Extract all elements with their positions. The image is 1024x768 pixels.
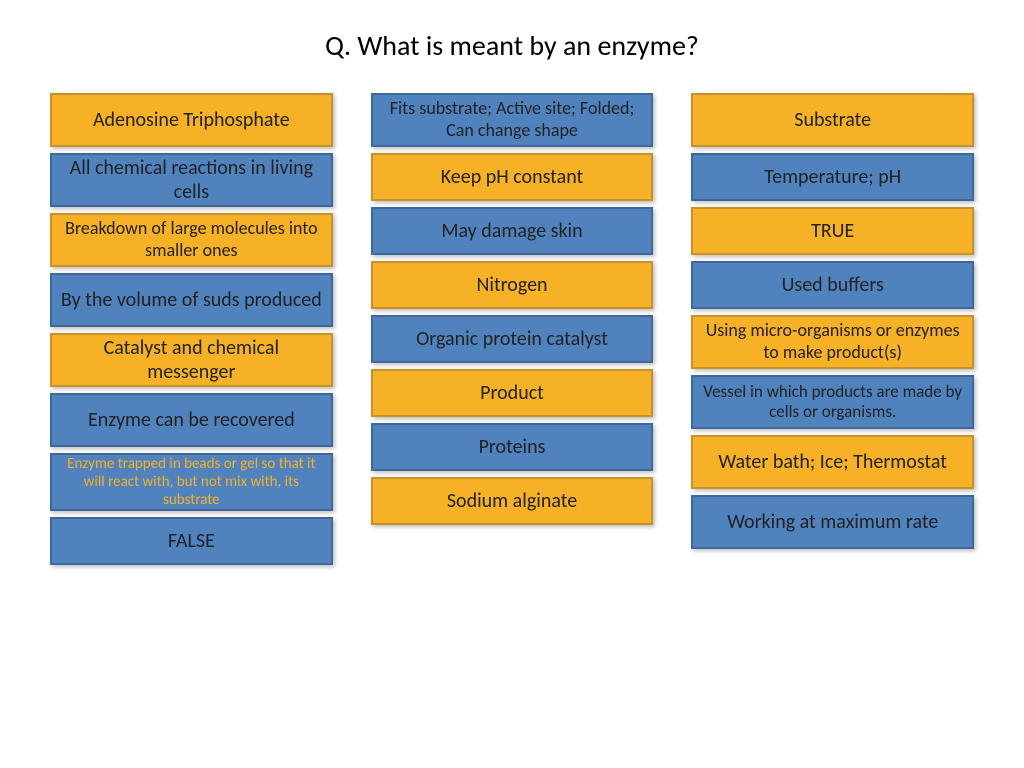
answer-card[interactable]: By the volume of suds produced xyxy=(50,273,333,327)
answer-card[interactable]: Fits substrate; Active site; Folded; Can… xyxy=(371,93,654,147)
answer-card[interactable]: Keep pH constant xyxy=(371,153,654,201)
answer-card[interactable]: Organic protein catalyst xyxy=(371,315,654,363)
column-0: Adenosine Triphosphate All chemical react… xyxy=(50,93,333,565)
answer-card-label: Used buffers xyxy=(782,273,884,297)
answer-card[interactable]: All chemical reactions in living cells xyxy=(50,153,333,207)
answer-card[interactable]: May damage skin xyxy=(371,207,654,255)
answer-card[interactable]: Used buffers xyxy=(691,261,974,309)
answer-card[interactable]: Temperature; pH xyxy=(691,153,974,201)
answer-card[interactable]: Enzyme can be recovered xyxy=(50,393,333,447)
answer-card-label: Catalyst and chemical messenger xyxy=(60,336,323,384)
answer-card-label: Sodium alginate xyxy=(447,489,577,513)
answer-card[interactable]: Adenosine Triphosphate xyxy=(50,93,333,147)
answer-card[interactable]: Using micro-organisms or enzymes to make… xyxy=(691,315,974,369)
answer-card[interactable]: Substrate xyxy=(691,93,974,147)
answer-card[interactable]: Water bath; Ice; Thermostat xyxy=(691,435,974,489)
answer-card-label: May damage skin xyxy=(441,219,582,243)
answer-card[interactable]: TRUE xyxy=(691,207,974,255)
answer-card-label: Adenosine Triphosphate xyxy=(93,108,290,132)
card-grid: Adenosine Triphosphate All chemical react… xyxy=(0,93,1024,565)
answer-card-label: Product xyxy=(480,381,544,405)
page-title: Q. What is meant by an enzyme? xyxy=(0,0,1024,93)
answer-card-label: Working at maximum rate xyxy=(727,510,938,534)
answer-card[interactable]: Vessel in which products are made by cel… xyxy=(691,375,974,429)
answer-card-label: All chemical reactions in living cells xyxy=(60,156,323,204)
answer-card-label: Enzyme can be recovered xyxy=(88,408,295,432)
answer-card[interactable]: Nitrogen xyxy=(371,261,654,309)
answer-card-label: Proteins xyxy=(479,435,546,459)
answer-card-label: TRUE xyxy=(811,219,854,243)
answer-card-label: Fits substrate; Active site; Folded; Can… xyxy=(381,98,644,141)
answer-card-label: Nitrogen xyxy=(476,273,547,297)
answer-card[interactable]: Breakdown of large molecules into smalle… xyxy=(50,213,333,267)
answer-card[interactable]: Catalyst and chemical messenger xyxy=(50,333,333,387)
answer-card[interactable]: Working at maximum rate xyxy=(691,495,974,549)
answer-card-label: Substrate xyxy=(794,108,871,132)
answer-card-label: Water bath; Ice; Thermostat xyxy=(718,450,947,474)
answer-card-label: By the volume of suds produced xyxy=(61,288,322,312)
answer-card[interactable]: Proteins xyxy=(371,423,654,471)
answer-card-label: FALSE xyxy=(168,529,215,553)
answer-card-label: Using micro-organisms or enzymes to make… xyxy=(701,320,964,363)
answer-card[interactable]: FALSE xyxy=(50,517,333,565)
answer-card-label: Enzyme trapped in beads or gel so that i… xyxy=(60,455,323,509)
answer-card-label: Temperature; pH xyxy=(764,165,901,189)
answer-card-label: Breakdown of large molecules into smalle… xyxy=(60,218,323,261)
answer-card-label: Keep pH constant xyxy=(441,165,583,189)
column-1: Fits substrate; Active site; Folded; Can… xyxy=(371,93,654,565)
column-2: Substrate Temperature; pH TRUE Used buffers… xyxy=(691,93,974,565)
answer-card[interactable]: Product xyxy=(371,369,654,417)
answer-card[interactable]: Enzyme trapped in beads or gel so that i… xyxy=(50,453,333,511)
answer-card-label: Organic protein catalyst xyxy=(416,327,608,351)
answer-card-label: Vessel in which products are made by cel… xyxy=(701,382,964,423)
answer-card[interactable]: Sodium alginate xyxy=(371,477,654,525)
